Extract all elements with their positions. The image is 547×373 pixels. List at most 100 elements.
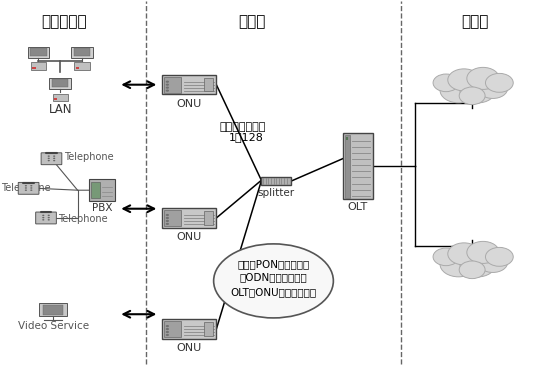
Ellipse shape xyxy=(437,247,508,271)
Circle shape xyxy=(460,79,495,103)
FancyBboxPatch shape xyxy=(74,48,90,56)
Circle shape xyxy=(166,328,169,330)
Circle shape xyxy=(166,331,169,333)
Text: IP骨干网: IP骨干网 xyxy=(457,75,489,88)
FancyBboxPatch shape xyxy=(343,133,373,200)
Circle shape xyxy=(478,252,508,272)
Circle shape xyxy=(448,243,480,265)
FancyBboxPatch shape xyxy=(89,179,115,201)
Circle shape xyxy=(25,189,27,191)
Text: OLT、ONU实现冗余保护: OLT、ONU实现冗余保护 xyxy=(230,287,317,297)
FancyBboxPatch shape xyxy=(71,47,93,58)
Circle shape xyxy=(42,214,44,216)
FancyBboxPatch shape xyxy=(39,303,67,316)
Circle shape xyxy=(25,185,27,186)
Circle shape xyxy=(42,217,44,218)
FancyBboxPatch shape xyxy=(205,322,213,336)
Circle shape xyxy=(48,158,50,159)
Text: 核心网: 核心网 xyxy=(461,14,488,29)
Circle shape xyxy=(48,217,50,218)
Circle shape xyxy=(48,156,50,157)
FancyBboxPatch shape xyxy=(49,78,71,89)
FancyBboxPatch shape xyxy=(162,75,217,94)
Circle shape xyxy=(166,81,169,83)
Circle shape xyxy=(166,334,169,336)
Circle shape xyxy=(166,223,169,225)
Text: Telephone: Telephone xyxy=(58,214,108,224)
FancyBboxPatch shape xyxy=(36,212,56,224)
FancyBboxPatch shape xyxy=(43,305,63,314)
FancyBboxPatch shape xyxy=(53,94,68,101)
FancyBboxPatch shape xyxy=(52,79,68,87)
FancyBboxPatch shape xyxy=(164,321,181,337)
Circle shape xyxy=(467,241,499,263)
FancyBboxPatch shape xyxy=(164,210,181,226)
FancyBboxPatch shape xyxy=(18,182,39,194)
Text: 用户驻地网: 用户驻地网 xyxy=(41,14,87,29)
Circle shape xyxy=(478,78,508,98)
FancyBboxPatch shape xyxy=(54,98,57,100)
FancyBboxPatch shape xyxy=(91,182,100,198)
FancyBboxPatch shape xyxy=(205,211,213,225)
Circle shape xyxy=(53,158,55,159)
FancyBboxPatch shape xyxy=(261,177,291,185)
Circle shape xyxy=(440,78,477,103)
Circle shape xyxy=(166,220,169,222)
Circle shape xyxy=(486,247,513,266)
Circle shape xyxy=(53,156,55,157)
Circle shape xyxy=(460,253,495,277)
Circle shape xyxy=(448,69,480,91)
Text: Video Service: Video Service xyxy=(18,321,89,331)
Text: 对ODN和需要保护的: 对ODN和需要保护的 xyxy=(240,272,307,282)
Circle shape xyxy=(433,248,459,266)
Circle shape xyxy=(440,252,477,277)
Text: 分支比最大可为: 分支比最大可为 xyxy=(219,122,265,132)
Circle shape xyxy=(433,74,459,92)
Text: ONU: ONU xyxy=(177,99,202,109)
Ellipse shape xyxy=(437,73,508,97)
Text: 1：128: 1：128 xyxy=(229,132,264,141)
Text: LAN: LAN xyxy=(49,103,72,116)
FancyBboxPatch shape xyxy=(32,67,36,69)
Circle shape xyxy=(166,325,169,327)
Circle shape xyxy=(30,187,32,189)
FancyBboxPatch shape xyxy=(41,153,62,164)
Circle shape xyxy=(166,84,169,86)
Circle shape xyxy=(166,214,169,216)
Circle shape xyxy=(166,217,169,219)
Circle shape xyxy=(459,261,485,279)
Circle shape xyxy=(53,160,55,162)
Circle shape xyxy=(48,219,50,220)
Circle shape xyxy=(42,219,44,220)
Text: splitter: splitter xyxy=(258,188,295,198)
Text: 可采用PON的保护结构: 可采用PON的保护结构 xyxy=(237,259,310,269)
Text: ONU: ONU xyxy=(177,343,202,353)
Circle shape xyxy=(48,160,50,162)
Text: Telephone: Telephone xyxy=(2,184,51,193)
Text: PBX: PBX xyxy=(92,203,112,213)
Circle shape xyxy=(467,68,499,90)
Circle shape xyxy=(166,90,169,92)
Text: PSTN: PSTN xyxy=(452,250,492,263)
FancyBboxPatch shape xyxy=(205,78,213,91)
Circle shape xyxy=(459,87,485,104)
Circle shape xyxy=(48,214,50,216)
Circle shape xyxy=(486,73,513,92)
Ellipse shape xyxy=(214,244,333,318)
Text: 接入网: 接入网 xyxy=(238,14,265,29)
Circle shape xyxy=(166,87,169,89)
FancyBboxPatch shape xyxy=(27,47,49,58)
Text: OLT: OLT xyxy=(348,202,368,212)
FancyBboxPatch shape xyxy=(345,135,350,198)
Text: Telephone: Telephone xyxy=(65,152,114,162)
FancyBboxPatch shape xyxy=(76,67,79,69)
FancyBboxPatch shape xyxy=(162,209,217,228)
Text: ONU: ONU xyxy=(177,232,202,242)
Circle shape xyxy=(30,185,32,186)
FancyBboxPatch shape xyxy=(31,62,46,70)
FancyBboxPatch shape xyxy=(162,319,217,339)
Circle shape xyxy=(25,187,27,189)
FancyBboxPatch shape xyxy=(346,137,348,140)
FancyBboxPatch shape xyxy=(74,62,90,70)
FancyBboxPatch shape xyxy=(30,48,46,56)
